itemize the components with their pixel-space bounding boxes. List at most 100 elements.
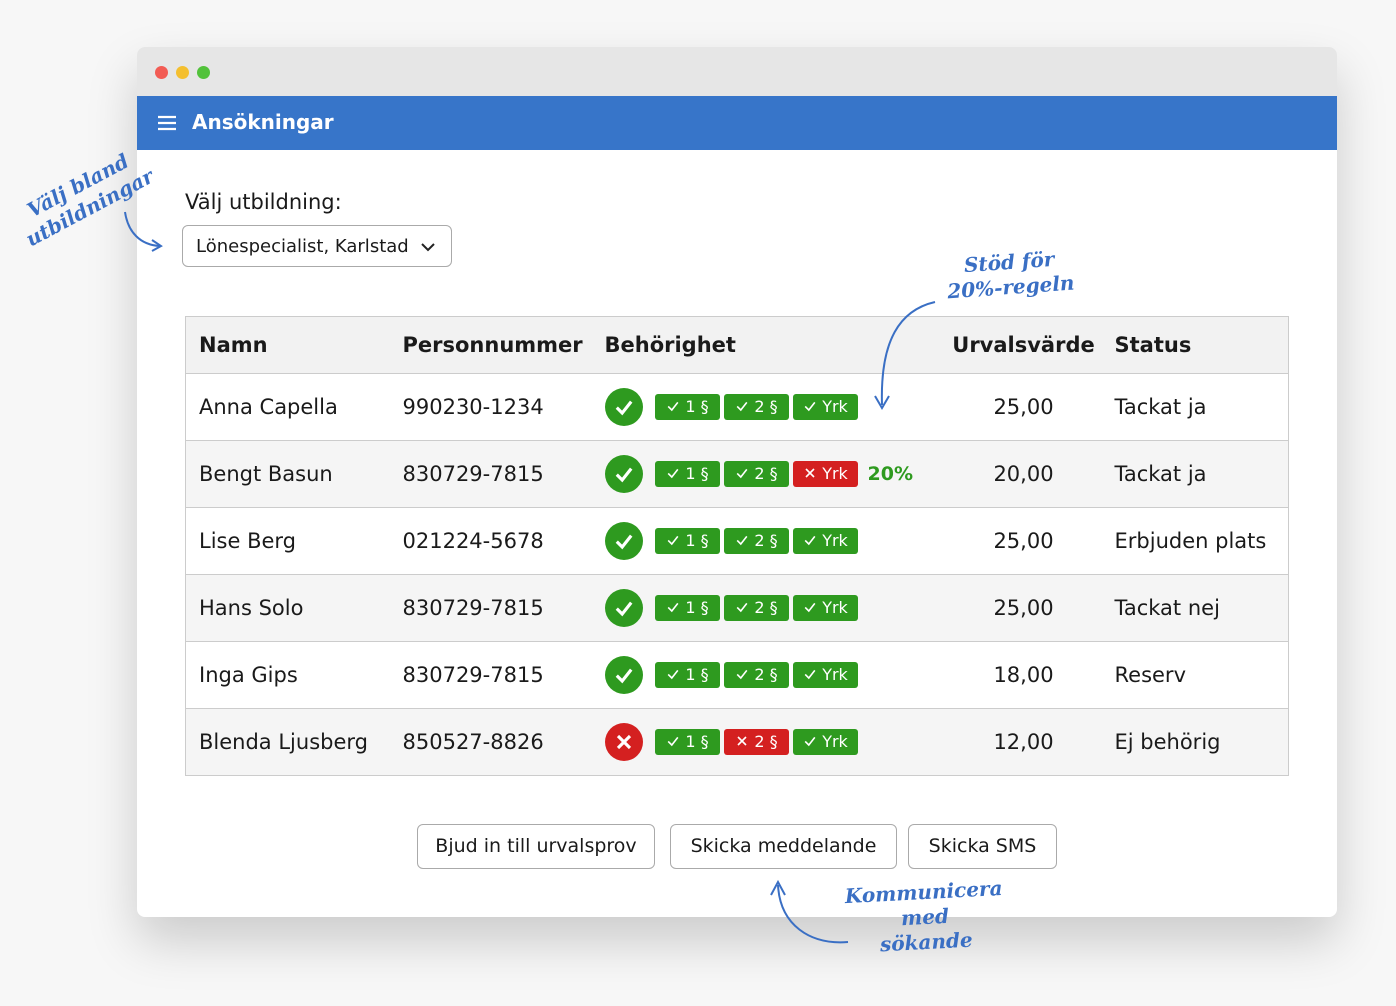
eligibility-cell: 1 § 2 § Yrk [591, 507, 946, 575]
status-cell: Tackat nej [1101, 574, 1289, 642]
name-cell: Inga Gips [185, 641, 390, 709]
glyph [804, 669, 816, 680]
zoom-dot[interactable] [197, 66, 210, 79]
cross-icon [805, 468, 815, 478]
check-icon [667, 401, 679, 412]
table-row: Lise Berg 021224-5678 1 § 2 § Yrk 25,00 Erbjud… [185, 507, 1289, 575]
applicants-table: Namn Personnummer Behörighet Urvalsvärde Sta… [185, 316, 1289, 776]
check-icon [667, 602, 679, 613]
badge-label: Yrk [822, 464, 848, 483]
glyph [667, 535, 679, 546]
program-select[interactable]: Lönespecialist, Karlstad [182, 225, 452, 267]
table-row: Hans Solo 830729-7815 1 § 2 § Yrk 25,00 Tackat… [185, 574, 1289, 642]
action-button[interactable]: Skicka SMS [908, 824, 1057, 869]
app-bar: Ansökningar [137, 96, 1337, 150]
eligibility-icon [604, 656, 643, 694]
check-icon [615, 601, 632, 617]
badge-label: 1 § [685, 598, 709, 617]
name-cell: Hans Solo [185, 574, 390, 642]
value-cell: 20,00 [945, 440, 1102, 508]
pnr-cell: 830729-7815 [389, 440, 592, 508]
glyph [615, 668, 632, 684]
column-header: Status [1101, 316, 1289, 374]
cross-icon [616, 734, 631, 750]
table-row: Blenda Ljusberg 850527-8826 1 § 2 § Yrk 12,00… [185, 708, 1289, 776]
pnr-cell: 021224-5678 [389, 507, 592, 575]
check-icon [615, 400, 632, 416]
glyph [804, 535, 816, 546]
name-cell: Blenda Ljusberg [185, 708, 390, 776]
badge-label: 2 § [754, 665, 778, 684]
eligibility-badge: Yrk [792, 394, 858, 420]
check-icon [736, 669, 748, 680]
badge-label: 2 § [754, 397, 778, 416]
eligibility-icon [604, 522, 643, 560]
table-row: Anna Capella 990230-1234 1 § 2 § Yrk 25,00 Tac… [185, 373, 1289, 441]
column-header: Namn [185, 316, 390, 374]
glyph [804, 736, 816, 747]
badge-label: Yrk [822, 665, 848, 684]
value-cell: 25,00 [945, 574, 1102, 642]
pnr-cell: 990230-1234 [389, 373, 592, 441]
eligibility-badge: 2 § [723, 662, 789, 688]
check-icon [736, 468, 748, 479]
eligibility-badge: 1 § [654, 528, 720, 554]
table-row: Inga Gips 830729-7815 1 § 2 § Yrk 18,00 Reserv [185, 641, 1289, 709]
check-icon [804, 669, 816, 680]
value-cell: 25,00 [945, 507, 1102, 575]
badge-label: 1 § [685, 732, 709, 751]
title-bar [137, 47, 1337, 96]
check-icon [667, 669, 679, 680]
badge-label: 2 § [754, 464, 778, 483]
glyph [667, 468, 679, 479]
badge-label: Yrk [822, 531, 848, 550]
check-icon [667, 535, 679, 546]
name-cell: Lise Berg [185, 507, 390, 575]
status-cell: Reserv [1101, 641, 1289, 709]
glyph [804, 602, 816, 613]
cross-icon [737, 736, 747, 746]
eligibility-badge: Yrk [792, 595, 858, 621]
eligibility-badge: 2 § [723, 394, 789, 420]
check-icon [736, 602, 748, 613]
badge-label: Yrk [822, 598, 848, 617]
eligibility-badge: Yrk [792, 528, 858, 554]
pnr-cell: 830729-7815 [389, 574, 592, 642]
eligibility-badge: 2 § [723, 729, 789, 755]
eligibility-badge: 2 § [723, 595, 789, 621]
name-cell: Bengt Basun [185, 440, 390, 508]
glyph [805, 468, 815, 478]
eligibility-badge: Yrk [792, 662, 858, 688]
eligibility-icon [604, 723, 643, 761]
action-button[interactable]: Skicka meddelande [670, 824, 897, 869]
column-header: Personnummer [389, 316, 592, 374]
glyph [615, 467, 632, 483]
field-label: Välj utbildning: [185, 190, 342, 214]
check-icon [667, 736, 679, 747]
name-cell: Anna Capella [185, 373, 390, 441]
close-dot[interactable] [155, 66, 168, 79]
eligibility-icon [604, 455, 643, 493]
eligibility-cell: 1 § 2 § Yrk [591, 641, 946, 709]
eligibility-badge: Yrk [792, 729, 858, 755]
check-icon [615, 668, 632, 684]
badge-label: 1 § [685, 397, 709, 416]
status-cell: Erbjuden plats [1101, 507, 1289, 575]
glyph [804, 401, 816, 412]
menu-icon[interactable] [157, 114, 177, 132]
check-icon [736, 401, 748, 412]
glyph [616, 734, 631, 750]
action-button[interactable]: Bjud in till urvalsprov [417, 824, 655, 869]
eligibility-icon [604, 589, 643, 627]
check-icon [804, 401, 816, 412]
eligibility-cell: 1 § 2 § Yrk [591, 574, 946, 642]
badge-label: Yrk [822, 732, 848, 751]
badge-label: 2 § [754, 598, 778, 617]
glyph [667, 401, 679, 412]
header-row: Namn Personnummer Behörighet Urvalsvärde Sta… [185, 316, 1289, 374]
value-cell: 12,00 [945, 708, 1102, 776]
minimize-dot[interactable] [176, 66, 189, 79]
table-row: Bengt Basun 830729-7815 1 § 2 § Yrk 20% 20,00 T… [185, 440, 1289, 508]
